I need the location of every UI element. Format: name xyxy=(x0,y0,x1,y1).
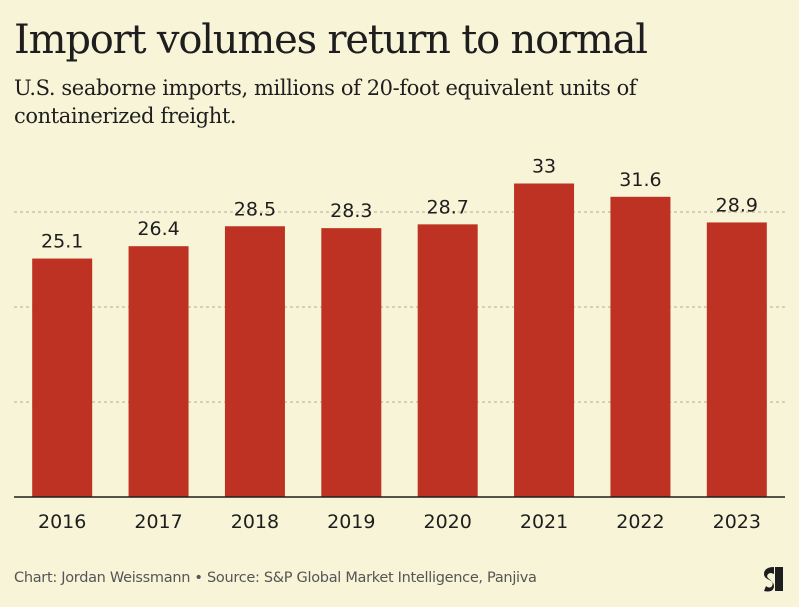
data-labels: 25.1 26.4 28.5 28.3 28.7 33 31.6 28.9 xyxy=(41,156,758,253)
bar-2023 xyxy=(706,222,767,497)
x-tick-label-2022: 2022 xyxy=(616,511,664,533)
data-label-2022: 31.6 xyxy=(619,169,661,191)
bar-2016 xyxy=(32,258,93,497)
x-tick-label-2023: 2023 xyxy=(713,511,761,533)
bar-2020 xyxy=(417,224,478,497)
x-tick-label-2019: 2019 xyxy=(327,511,375,533)
x-axis-ticks: 2016 2017 2018 2019 2020 2021 2022 2023 xyxy=(38,511,761,533)
bar-2022 xyxy=(610,196,671,498)
data-label-2020: 28.7 xyxy=(427,196,469,218)
bar-2019 xyxy=(321,228,382,497)
bars xyxy=(32,183,767,498)
data-label-2019: 28.3 xyxy=(330,200,372,222)
bar-2017 xyxy=(128,246,189,497)
x-tick-label-2020: 2020 xyxy=(424,511,472,533)
bar-2021 xyxy=(514,183,575,497)
data-label-2016: 25.1 xyxy=(41,231,83,253)
data-label-2018: 28.5 xyxy=(234,198,276,220)
substack-s-logo-icon xyxy=(764,567,783,592)
data-label-2017: 26.4 xyxy=(137,218,179,240)
data-label-2023: 28.9 xyxy=(716,194,758,216)
bar-2018 xyxy=(224,226,285,497)
x-tick-label-2018: 2018 xyxy=(231,511,279,533)
chart-title: Import volumes return to normal xyxy=(14,17,648,63)
x-tick-label-2017: 2017 xyxy=(134,511,182,533)
x-tick-label-2016: 2016 xyxy=(38,511,86,533)
data-label-2021: 33 xyxy=(532,156,556,178)
chart-subtitle: U.S. seaborne imports, millions of 20-fo… xyxy=(14,76,637,128)
source-credit: Chart: Jordan Weissmann • Source: S&P Gl… xyxy=(14,570,537,586)
x-tick-label-2021: 2021 xyxy=(520,511,568,533)
